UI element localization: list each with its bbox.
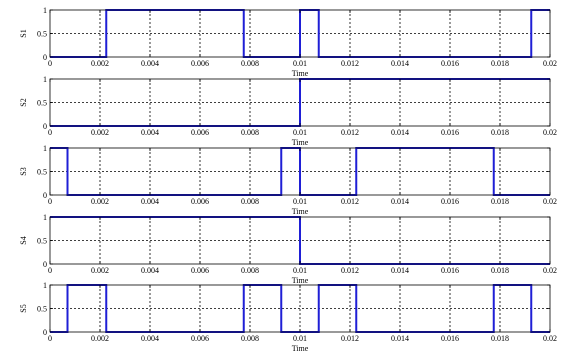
subplot-s3: 0 0.002 0.004 0.006 0.008 0.01 0.012 0.014 0.016… <box>19 144 557 216</box>
x-tick-label: 0.014 <box>391 266 409 275</box>
y-tick-label: 1 <box>43 144 47 153</box>
x-tick-label: 0.014 <box>391 128 409 137</box>
x-tick-label: 0 <box>48 59 52 68</box>
subplot-s2: 0 0.002 0.004 0.006 0.008 0.01 0.012 0.014 0.016… <box>19 75 557 147</box>
x-tick-label: 0.006 <box>191 197 209 206</box>
x-tick-label: 0.004 <box>141 334 159 343</box>
x-tick-label: 0.012 <box>341 128 359 137</box>
x-tick-label: 0.002 <box>91 128 109 137</box>
x-tick-label: 0.016 <box>441 59 459 68</box>
x-tick-label: 0.018 <box>491 334 509 343</box>
x-axis-label: Time <box>292 344 309 353</box>
subplot-s4: 0 0.002 0.004 0.006 0.008 0.01 0.012 0.014 0.016… <box>19 213 557 285</box>
x-tick-label: 0.016 <box>441 128 459 137</box>
x-tick-label: 0.02 <box>543 197 557 206</box>
y-tick-label: 0 <box>43 122 47 131</box>
y-tick-label: 0 <box>43 328 47 337</box>
x-tick-label: 0.018 <box>491 197 509 206</box>
x-tick-label: 0.014 <box>391 59 409 68</box>
x-tick-label: 0.008 <box>241 266 259 275</box>
x-tick-label: 0.004 <box>141 59 159 68</box>
x-tick-label: 0.006 <box>191 334 209 343</box>
x-tick-label: 0.02 <box>543 128 557 137</box>
x-tick-label: 0.018 <box>491 266 509 275</box>
x-tick-label: 0.014 <box>391 334 409 343</box>
x-tick-label: 0.016 <box>441 197 459 206</box>
x-tick-label: 0.01 <box>293 128 307 137</box>
x-tick-label: 0.016 <box>441 334 459 343</box>
x-tick-label: 0.012 <box>341 334 359 343</box>
subplot-s5: 0 0.002 0.004 0.006 0.008 0.01 0.012 0.014 0.016… <box>19 281 557 353</box>
x-tick-label: 0.018 <box>491 59 509 68</box>
x-tick-label: 0.002 <box>91 59 109 68</box>
x-tick-label: 0.02 <box>543 334 557 343</box>
y-tick-label: 0 <box>43 260 47 269</box>
x-tick-label: 0.008 <box>241 128 259 137</box>
subplot-s1: 0 0.002 0.004 0.006 0.008 0.01 0.012 0.014 0.016… <box>19 6 557 78</box>
x-axis-label: Time <box>292 276 309 285</box>
y-tick-label: 1 <box>43 75 47 84</box>
x-tick-label: 0.004 <box>141 128 159 137</box>
y-axis-label: S1 <box>19 29 28 37</box>
x-tick-label: 0.008 <box>241 334 259 343</box>
y-tick-label: 0.5 <box>37 99 47 108</box>
y-tick-label: 0.5 <box>37 168 47 177</box>
x-tick-label: 0.004 <box>141 266 159 275</box>
x-tick-label: 0.004 <box>141 197 159 206</box>
x-tick-label: 0.01 <box>293 197 307 206</box>
x-tick-label: 0 <box>48 128 52 137</box>
x-tick-label: 0.02 <box>543 59 557 68</box>
x-tick-label: 0.006 <box>191 266 209 275</box>
x-axis-label: Time <box>292 138 309 147</box>
x-tick-label: 0.002 <box>91 266 109 275</box>
x-tick-label: 0.006 <box>191 59 209 68</box>
x-tick-label: 0.014 <box>391 197 409 206</box>
y-tick-label: 0.5 <box>37 237 47 246</box>
y-tick-label: 0.5 <box>37 305 47 314</box>
y-axis-label: S3 <box>19 167 28 175</box>
y-tick-label: 1 <box>43 213 47 222</box>
x-tick-label: 0.012 <box>341 197 359 206</box>
y-tick-label: 1 <box>43 6 47 15</box>
x-tick-label: 0.002 <box>91 197 109 206</box>
y-axis-label: S2 <box>19 98 28 106</box>
x-tick-label: 0.02 <box>543 266 557 275</box>
x-tick-label: 0.01 <box>293 266 307 275</box>
x-tick-label: 0.012 <box>341 59 359 68</box>
x-tick-label: 0.01 <box>293 59 307 68</box>
y-axis-label: S5 <box>19 304 28 312</box>
x-tick-label: 0.008 <box>241 197 259 206</box>
x-tick-label: 0 <box>48 334 52 343</box>
x-tick-label: 0.016 <box>441 266 459 275</box>
y-tick-label: 0 <box>43 191 47 200</box>
x-tick-label: 0.006 <box>191 128 209 137</box>
x-tick-label: 0.01 <box>293 334 307 343</box>
x-tick-label: 0.012 <box>341 266 359 275</box>
y-tick-label: 0 <box>43 53 47 62</box>
x-axis-label: Time <box>292 207 309 216</box>
signal-line-s3 <box>50 147 550 196</box>
y-tick-label: 0.5 <box>37 30 47 39</box>
y-axis-label: S4 <box>19 236 28 244</box>
x-axis-label: Time <box>292 69 309 78</box>
x-tick-label: 0.002 <box>91 334 109 343</box>
x-tick-label: 0.008 <box>241 59 259 68</box>
x-tick-label: 0 <box>48 266 52 275</box>
y-tick-label: 1 <box>43 281 47 290</box>
signal-line-s1 <box>50 9 550 58</box>
x-tick-label: 0.018 <box>491 128 509 137</box>
x-tick-label: 0 <box>48 197 52 206</box>
